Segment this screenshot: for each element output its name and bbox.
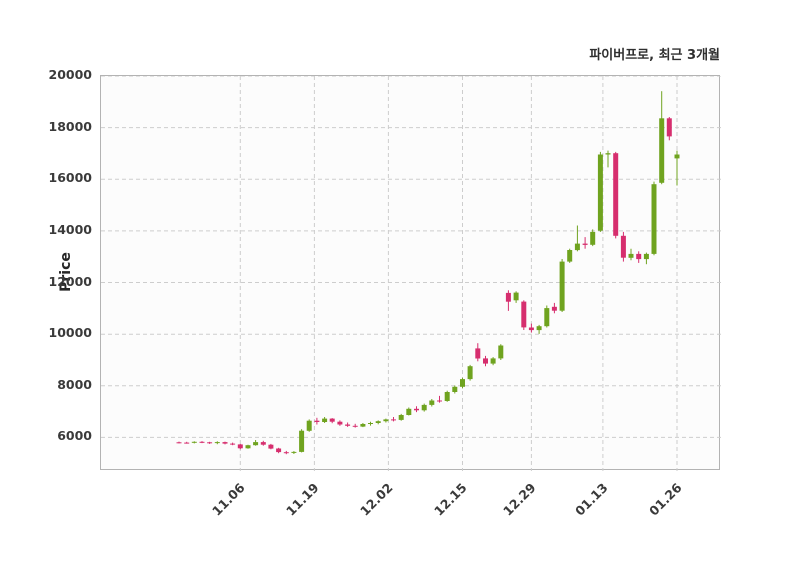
- candle-body: [207, 442, 213, 444]
- candle-body: [536, 326, 542, 331]
- candle-body: [513, 292, 519, 301]
- x-tick-label: 12.15: [431, 480, 471, 519]
- candle-body: [582, 243, 588, 245]
- candle-body: [475, 348, 481, 359]
- candle-body: [467, 366, 473, 380]
- candle-body: [628, 253, 634, 258]
- candle-body: [437, 400, 442, 402]
- y-tick-label: 20000: [48, 67, 93, 82]
- candle-body: [429, 400, 435, 405]
- candle-body: [421, 404, 427, 411]
- candle-body: [352, 425, 358, 427]
- candle-body: [528, 327, 534, 331]
- candlestick-svg: [101, 76, 721, 471]
- y-tick-label: 16000: [48, 170, 93, 186]
- candle-body: [391, 419, 396, 421]
- candle-body: [620, 235, 626, 258]
- candle-body: [643, 253, 649, 260]
- candle-body: [666, 118, 672, 137]
- candle-body: [460, 379, 465, 387]
- candle-body: [191, 441, 197, 443]
- y-tick-label: 8000: [57, 376, 92, 392]
- candle-body: [490, 358, 496, 364]
- candle-body: [245, 445, 251, 449]
- y-tick-label: 14000: [48, 221, 93, 237]
- candle-body: [651, 184, 657, 254]
- candle-body: [605, 153, 611, 155]
- candle-body: [291, 451, 297, 453]
- candle-body: [329, 418, 335, 422]
- x-tick-label: 12.02: [357, 480, 396, 519]
- chart-title: 파이버프로, 최근 3개월: [589, 48, 720, 63]
- candle-body: [260, 442, 266, 445]
- candle-body: [230, 443, 236, 445]
- candle-body: [597, 154, 603, 231]
- x-tick-label: 12.29: [500, 480, 540, 519]
- candle-body: [375, 421, 381, 423]
- y-tick-label: 10000: [48, 325, 93, 341]
- candle-body: [574, 243, 580, 251]
- candle-body: [674, 154, 680, 159]
- candle-body: [314, 420, 320, 422]
- y-tick-label: 12000: [48, 273, 93, 289]
- candle-body: [184, 442, 190, 444]
- candle-body: [360, 424, 366, 427]
- x-tick-label: 11.19: [283, 480, 322, 519]
- x-tick-label: 01.26: [646, 480, 685, 519]
- y-tick-label: 18000: [48, 118, 93, 134]
- plot-area: [100, 75, 721, 471]
- candle-body: [368, 423, 373, 424]
- candle-body: [559, 261, 565, 311]
- candle-body: [414, 408, 419, 411]
- y-tick-label: 6000: [57, 428, 92, 444]
- candle-body: [452, 386, 458, 392]
- candle-body: [406, 408, 412, 415]
- candle-body: [551, 306, 557, 311]
- candle-body: [613, 153, 619, 236]
- candle-body: [222, 442, 228, 444]
- candle-body: [199, 441, 205, 443]
- candle-body: [505, 292, 511, 302]
- candle-body: [214, 442, 220, 444]
- candle-body: [176, 442, 182, 444]
- candle-body: [253, 442, 259, 446]
- candle-body: [498, 345, 504, 359]
- candle-body: [483, 358, 488, 364]
- candle-body: [345, 424, 351, 426]
- x-tick-label: 11.06: [209, 480, 248, 519]
- candle-body: [383, 419, 389, 422]
- candle-body: [444, 392, 450, 401]
- candle-body: [276, 448, 282, 453]
- candle-body: [283, 452, 289, 454]
- candle-body: [299, 430, 305, 452]
- candle-body: [398, 415, 404, 420]
- candle-body: [268, 444, 274, 449]
- candle-body: [337, 421, 343, 425]
- candle-body: [590, 231, 596, 245]
- candle-body: [544, 308, 550, 327]
- candle-body: [659, 118, 665, 183]
- candle-body: [567, 250, 573, 262]
- candle-body: [306, 420, 312, 431]
- candle-body: [636, 253, 642, 260]
- candle-body: [237, 444, 243, 449]
- candle-body: [322, 418, 328, 422]
- x-tick-label: 01.13: [571, 480, 611, 519]
- candle-body: [521, 301, 527, 328]
